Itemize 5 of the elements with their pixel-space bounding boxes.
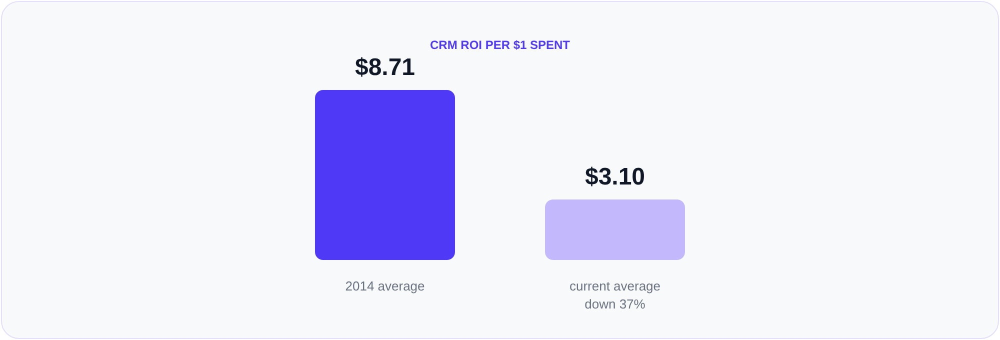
x-tick-label: current average down 37% (569, 278, 661, 312)
x-tick-label: 2014 average (345, 278, 425, 294)
data-label: $8.71 (354, 54, 416, 81)
data-label: $3.10 (584, 163, 646, 190)
chart-title: CRM ROI PER $1 SPENT (430, 38, 571, 52)
